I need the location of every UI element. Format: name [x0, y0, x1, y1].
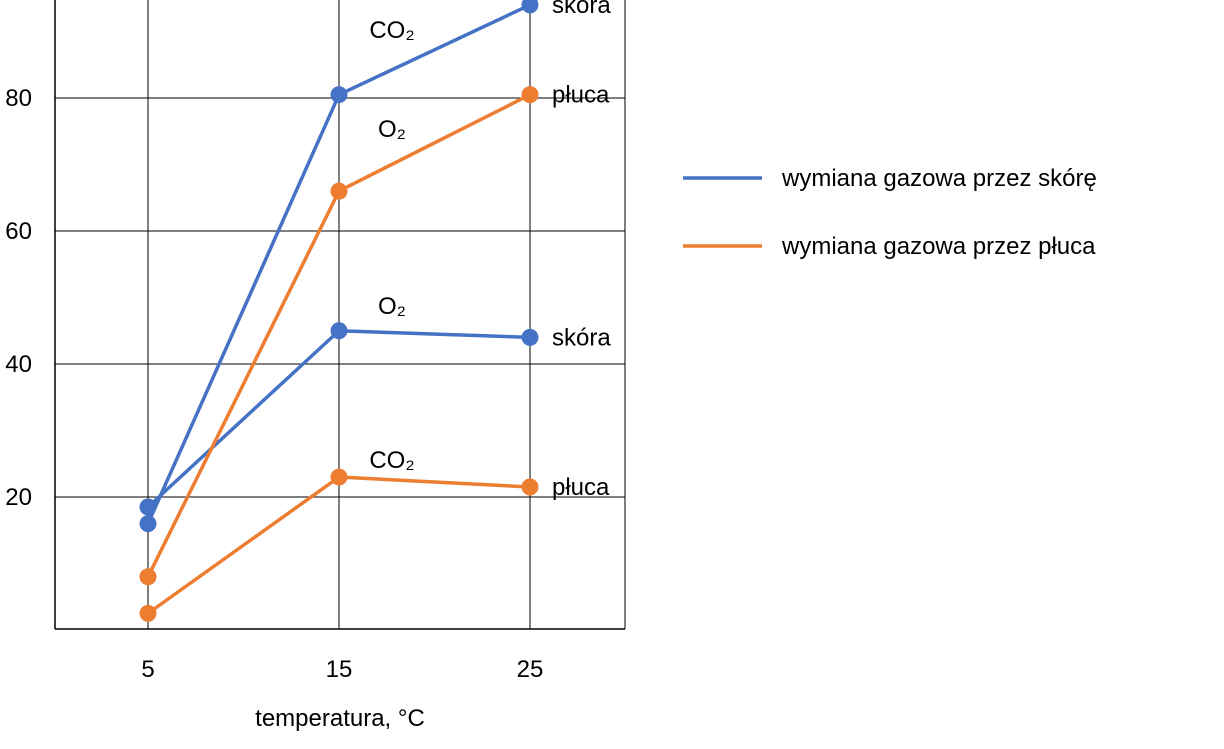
data-point [521, 0, 539, 14]
gas-label: O₂ [378, 116, 406, 143]
data-point [330, 182, 348, 200]
gas-label: O₂ [378, 293, 406, 320]
y-tick-label: 20 [5, 484, 32, 511]
data-point [139, 498, 157, 516]
data-point [139, 604, 157, 622]
gas-label: CO₂ [369, 447, 414, 474]
data-point [330, 86, 348, 104]
data-point [139, 568, 157, 586]
organ-label: skóra [552, 0, 611, 19]
x-tick-label: 25 [517, 656, 544, 683]
data-point [330, 468, 348, 486]
x-tick-label: 15 [326, 656, 353, 683]
data-point [139, 515, 157, 533]
y-tick-label: 60 [5, 218, 32, 245]
organ-label: skóra [552, 324, 611, 351]
organ-label: płuca [552, 82, 610, 109]
y-tick-labels: 20 40 60 80 [5, 85, 32, 511]
x-tick-label: 5 [141, 656, 154, 683]
x-axis-label: temperatura, °C [255, 705, 425, 732]
legend-label: wymiana gazowa przez płuca [781, 233, 1096, 260]
data-point [521, 478, 539, 496]
x-tick-labels: 5 15 25 [141, 656, 543, 683]
data-point [330, 322, 348, 340]
axes [54, 0, 625, 630]
data-point [521, 328, 539, 346]
grid-lines [55, 0, 626, 629]
organ-label: płuca [552, 474, 610, 501]
series-annotations: CO₂ skóra O₂ skóra O₂ płuca CO₂ płuca [369, 0, 611, 501]
legend-label: wymiana gazowa przez skórę [781, 165, 1097, 192]
gas-label: CO₂ [369, 17, 414, 44]
data-point [521, 86, 539, 104]
legend: wymiana gazowa przez skórę wymiana gazowa… [683, 165, 1097, 260]
series-points [139, 0, 539, 622]
y-tick-label: 80 [5, 85, 32, 112]
y-tick-label: 40 [5, 351, 32, 378]
